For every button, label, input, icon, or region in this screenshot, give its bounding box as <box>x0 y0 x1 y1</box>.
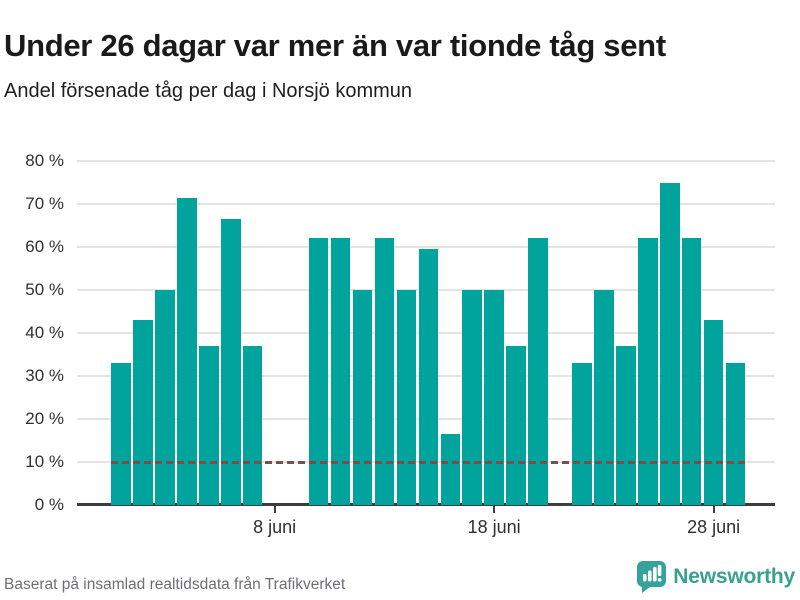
bar-day-12 <box>352 290 373 505</box>
newsworthy-logo-text: Newsworthy <box>673 565 795 588</box>
y-axis-tick-label: 20 % <box>25 409 64 428</box>
newsworthy-logo-icon <box>637 561 667 593</box>
bar-day-3 <box>155 290 175 505</box>
plot-area: 8 juni 18 juni 28 juni <box>77 160 775 537</box>
bar-day-23 <box>594 290 614 505</box>
y-axis-tick-label: 10 % <box>25 452 64 471</box>
bar-day-29 <box>725 363 746 505</box>
bar-day-14 <box>396 290 417 505</box>
bar-day-16 <box>440 434 460 505</box>
bar-day-24 <box>616 345 636 505</box>
x-axis-tick-label: 18 juni <box>467 517 521 537</box>
bar-day-2 <box>133 320 153 505</box>
bar-day-15 <box>418 249 439 505</box>
bar-day-1 <box>111 363 131 505</box>
y-axis-tick-label: 80 % <box>25 151 64 170</box>
bar-day-4 <box>177 197 197 505</box>
bar-day-26 <box>660 182 680 505</box>
y-axis-tick-label: 0 % <box>34 495 64 514</box>
x-axis-tick-label: 8 juni <box>253 517 297 537</box>
bar-day-20 <box>528 238 548 505</box>
bar-day-18 <box>484 290 504 505</box>
bar-day-13 <box>374 238 395 505</box>
x-axis-tick-label: 28 juni <box>687 517 741 537</box>
chart-subtitle: Andel försenade tåg per dag i Norsjö kom… <box>4 80 413 102</box>
y-axis-tick-label: 30 % <box>25 366 64 385</box>
gridline <box>77 203 775 205</box>
newsworthy-logo: Newsworthy <box>637 561 795 593</box>
bar-day-19 <box>506 345 526 505</box>
bar-day-5 <box>199 345 219 505</box>
gridline <box>77 160 775 162</box>
bar-day-27 <box>681 238 702 505</box>
bar-day-7 <box>242 345 263 505</box>
x-axis-tick <box>712 505 715 513</box>
page-title: Under 26 dagar var mer än var tionde tåg… <box>4 27 666 63</box>
y-axis-tick-label: 40 % <box>25 323 64 342</box>
source-note: Baserat på insamlad realtidsdata från Tr… <box>4 576 346 593</box>
bar-day-28 <box>703 320 724 505</box>
y-axis-tick-label: 70 % <box>25 194 64 213</box>
x-axis-tick <box>493 505 496 513</box>
bar-day-22 <box>572 363 592 505</box>
y-axis: 0 % 10 % 20 % 30 % 40 % 50 % 60 % 70 % 80 % <box>0 151 64 514</box>
x-axis-tick <box>273 505 276 513</box>
reference-line-10-percent <box>111 460 746 464</box>
bar-day-17 <box>462 290 482 505</box>
y-axis-tick-label: 60 % <box>25 237 64 256</box>
gridline <box>77 246 775 248</box>
bar-day-6 <box>221 219 241 505</box>
bar-day-10 <box>308 238 329 505</box>
y-axis-tick-label: 50 % <box>25 280 64 299</box>
bar-day-11 <box>330 238 351 505</box>
bar-day-25 <box>638 238 658 505</box>
